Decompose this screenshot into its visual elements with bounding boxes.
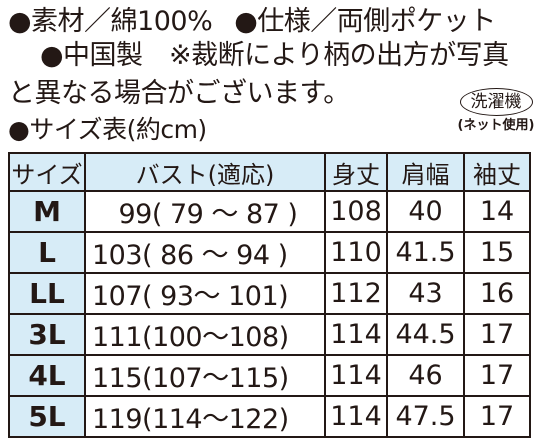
size-cell: L — [8, 231, 86, 274]
length-cell: 112 — [324, 272, 388, 315]
bust-cell: 115(107～115) — [84, 354, 326, 397]
washing-machine-label: 洗濯機 — [459, 88, 533, 116]
table-row: LL 107( 93～ 101) 112 43 16 — [8, 272, 531, 315]
bust-cell: 107( 93～ 101) — [84, 272, 326, 315]
length-cell: 114 — [324, 313, 388, 356]
sleeve-cell: 17 — [463, 395, 531, 438]
size-cell: 5L — [8, 395, 86, 438]
size-table-header-row: サイズ バスト(適応) 身丈 肩幅 袖丈 — [8, 152, 531, 192]
size-cell: M — [8, 190, 86, 233]
spec-line-note: と異なる場合がございます。 — [8, 78, 350, 109]
material-text: ●素材／綿100% — [8, 6, 213, 37]
size-cell: 3L — [8, 313, 86, 356]
bust-cell: 119(114～122) — [84, 395, 326, 438]
sleeve-cell: 17 — [463, 354, 531, 397]
spec-line-material: ●素材／綿100% ●仕様／両側ポケット — [8, 6, 496, 38]
length-cell: 114 — [324, 395, 388, 438]
table-row: 4L 115(107～115) 114 46 17 — [8, 354, 531, 397]
header-shoulder: 肩幅 — [386, 152, 465, 192]
header-length: 身丈 — [324, 152, 388, 192]
length-cell: 114 — [324, 354, 388, 397]
washing-machine-badge: 洗濯機 (ネット使用) — [456, 88, 536, 135]
table-row: L 103( 86 ～ 94 ) 110 41.5 15 — [8, 231, 531, 274]
bust-cell: 99( 79 ～ 87 ) — [84, 190, 326, 233]
shoulder-cell: 46 — [386, 354, 465, 397]
length-cell: 108 — [324, 190, 388, 233]
spec-line-origin: ●中国製 ※裁断により柄の出方が写真 — [40, 40, 509, 71]
bust-cell: 111(100～108) — [84, 313, 326, 356]
sleeve-cell: 15 — [463, 231, 531, 274]
table-row: 3L 111(100～108) 114 44.5 17 — [8, 313, 531, 356]
header-bust: バスト(適応) — [84, 152, 326, 192]
sleeve-cell: 17 — [463, 313, 531, 356]
shoulder-cell: 41.5 — [386, 231, 465, 274]
table-row: M 99( 79 ～ 87 ) 108 40 14 — [8, 190, 531, 233]
size-cell: LL — [8, 272, 86, 315]
bust-cell: 103( 86 ～ 94 ) — [84, 231, 326, 274]
washing-net-note: (ネット使用) — [457, 118, 535, 133]
header-size: サイズ — [8, 152, 86, 192]
table-row: 5L 119(114～122) 114 47.5 17 — [8, 395, 531, 438]
shoulder-cell: 47.5 — [386, 395, 465, 438]
header-sleeve: 袖丈 — [463, 152, 531, 192]
shoulder-cell: 43 — [386, 272, 465, 315]
shoulder-cell: 40 — [386, 190, 465, 233]
pocket-spec-text: ●仕様／両側ポケット — [234, 6, 496, 37]
sleeve-cell: 16 — [463, 272, 531, 315]
length-cell: 110 — [324, 231, 388, 274]
size-table-heading: ●サイズ表(約cm) — [8, 115, 207, 144]
size-table: サイズ バスト(適応) 身丈 肩幅 袖丈 M 99( 79 ～ 87 ) 108… — [8, 152, 531, 438]
sleeve-cell: 14 — [463, 190, 531, 233]
size-cell: 4L — [8, 354, 86, 397]
shoulder-cell: 44.5 — [386, 313, 465, 356]
